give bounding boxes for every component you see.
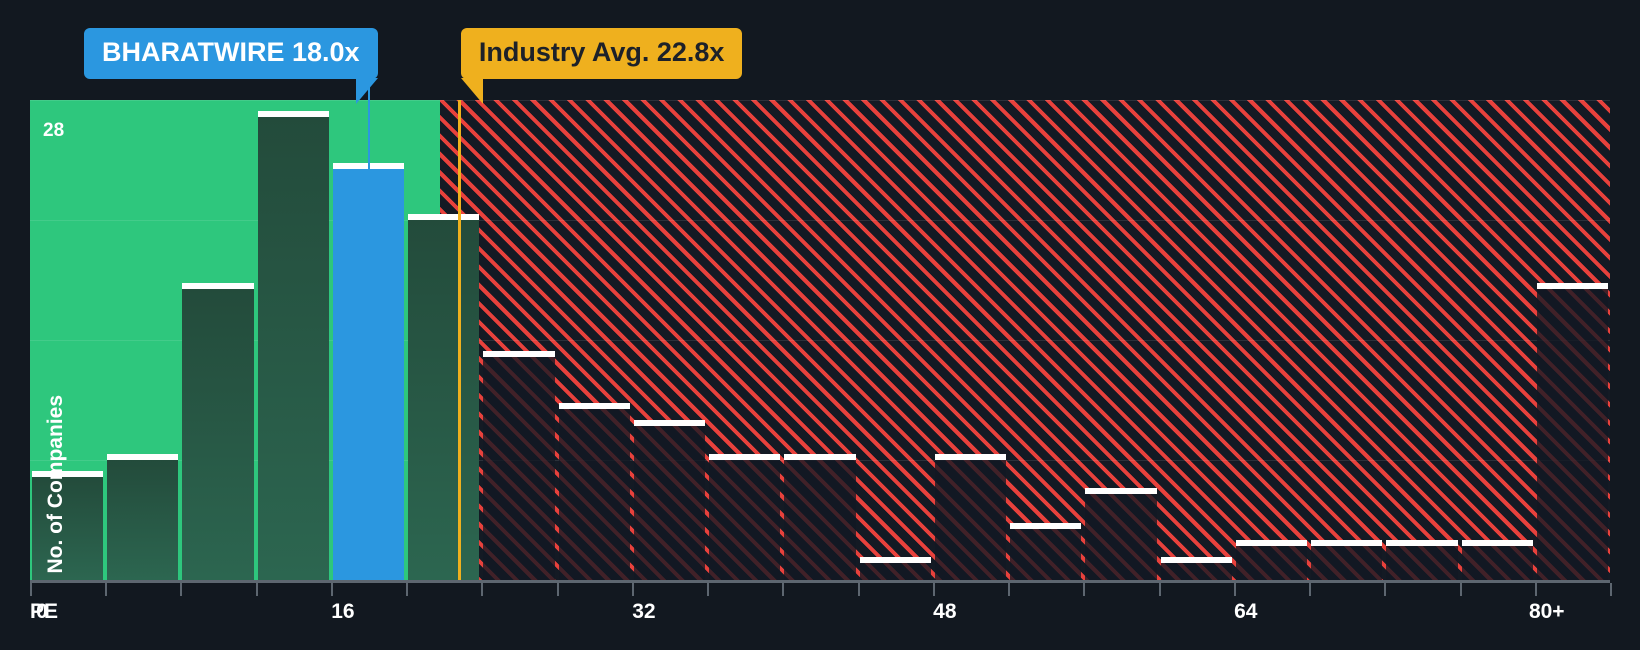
bar[interactable] — [934, 454, 1007, 580]
x-axis-tick-label: 48 — [933, 600, 957, 623]
x-axis-tick — [1384, 583, 1387, 596]
bar-cap — [1235, 539, 1308, 546]
x-axis-tick — [707, 583, 710, 596]
bar-cap — [408, 214, 480, 220]
company-callout-tail — [355, 78, 378, 105]
x-axis-tick — [255, 583, 258, 596]
x-axis-tick — [1233, 583, 1236, 596]
x-axis-tick — [330, 583, 333, 596]
x-axis-tick — [180, 583, 183, 596]
x-axis-line — [30, 580, 1610, 583]
bar[interactable] — [408, 214, 480, 580]
bar[interactable] — [558, 402, 630, 580]
x-axis-tick-label: 80+ — [1528, 600, 1565, 623]
company-marker-line — [367, 78, 370, 169]
x-axis-tick — [1083, 583, 1086, 596]
bar[interactable] — [1235, 539, 1308, 580]
x-axis-tick-label: 64 — [1234, 600, 1258, 623]
bar[interactable] — [257, 111, 329, 580]
x-axis-tick — [857, 583, 860, 596]
bar-cap — [32, 471, 104, 478]
x-axis-tick — [1008, 583, 1011, 596]
x-axis-tick — [1459, 583, 1462, 596]
bar[interactable] — [1461, 539, 1533, 580]
bar[interactable] — [332, 162, 405, 580]
bar-cap — [107, 454, 179, 460]
bar-cap — [558, 402, 630, 409]
bar[interactable] — [1085, 488, 1157, 580]
bar-cap — [257, 111, 329, 118]
x-axis-tick — [556, 583, 559, 596]
industry-callout-tail — [460, 78, 483, 105]
bar[interactable] — [32, 471, 104, 580]
x-axis-tick — [1309, 583, 1312, 596]
bar[interactable] — [784, 454, 856, 580]
company-callout[interactable]: BHARATWIRE 18.0x — [84, 28, 378, 80]
expensive-region-hatch-background — [440, 100, 1610, 580]
bar[interactable] — [1010, 522, 1082, 580]
x-axis-tick-label: 32 — [632, 600, 656, 623]
plot-area — [30, 100, 1610, 580]
bar-cap — [1085, 488, 1157, 495]
x-axis-prefix-label: PE — [30, 600, 59, 623]
bar-cap — [859, 556, 931, 563]
bar-cap — [483, 351, 555, 358]
bar-cap — [182, 282, 254, 289]
industry-callout[interactable]: Industry Avg. 22.8x — [460, 28, 743, 80]
bar[interactable] — [182, 282, 254, 580]
x-axis-tick — [481, 583, 484, 596]
bar[interactable] — [709, 454, 781, 580]
y-axis-max-label: 28 — [43, 120, 65, 141]
bar[interactable] — [107, 454, 179, 580]
bar-cap — [1536, 282, 1608, 289]
bar[interactable] — [1160, 556, 1232, 580]
bar-cap — [1386, 539, 1458, 546]
x-axis-tick — [406, 583, 409, 596]
bar[interactable] — [483, 351, 555, 580]
x-axis-tick-label: 0 — [36, 600, 48, 623]
x-axis-tick — [631, 583, 634, 596]
x-axis-tick — [1158, 583, 1161, 596]
x-axis-tick — [932, 583, 935, 596]
bar-cap — [709, 454, 781, 460]
bar-cap — [1010, 522, 1082, 529]
bar-cap — [1461, 539, 1533, 546]
bar[interactable] — [1536, 282, 1608, 580]
bar-cap — [1311, 539, 1383, 546]
bar-cap — [1160, 556, 1232, 563]
x-axis-tick — [1610, 583, 1612, 596]
x-axis-tick — [782, 583, 785, 596]
x-axis-tick — [30, 583, 32, 596]
bar[interactable] — [859, 556, 931, 580]
bar[interactable] — [633, 419, 706, 580]
bar[interactable] — [1386, 539, 1458, 580]
x-axis-tick — [105, 583, 108, 596]
x-axis-tick — [1534, 583, 1537, 596]
industry-marker-line — [457, 100, 461, 580]
bar[interactable] — [1311, 539, 1383, 580]
y-axis-title: No. of Companies — [44, 395, 67, 574]
bar-cap — [934, 454, 1007, 460]
bar-cap — [633, 419, 706, 426]
x-axis-tick-label: 16 — [331, 600, 355, 623]
bar-cap — [784, 454, 856, 460]
